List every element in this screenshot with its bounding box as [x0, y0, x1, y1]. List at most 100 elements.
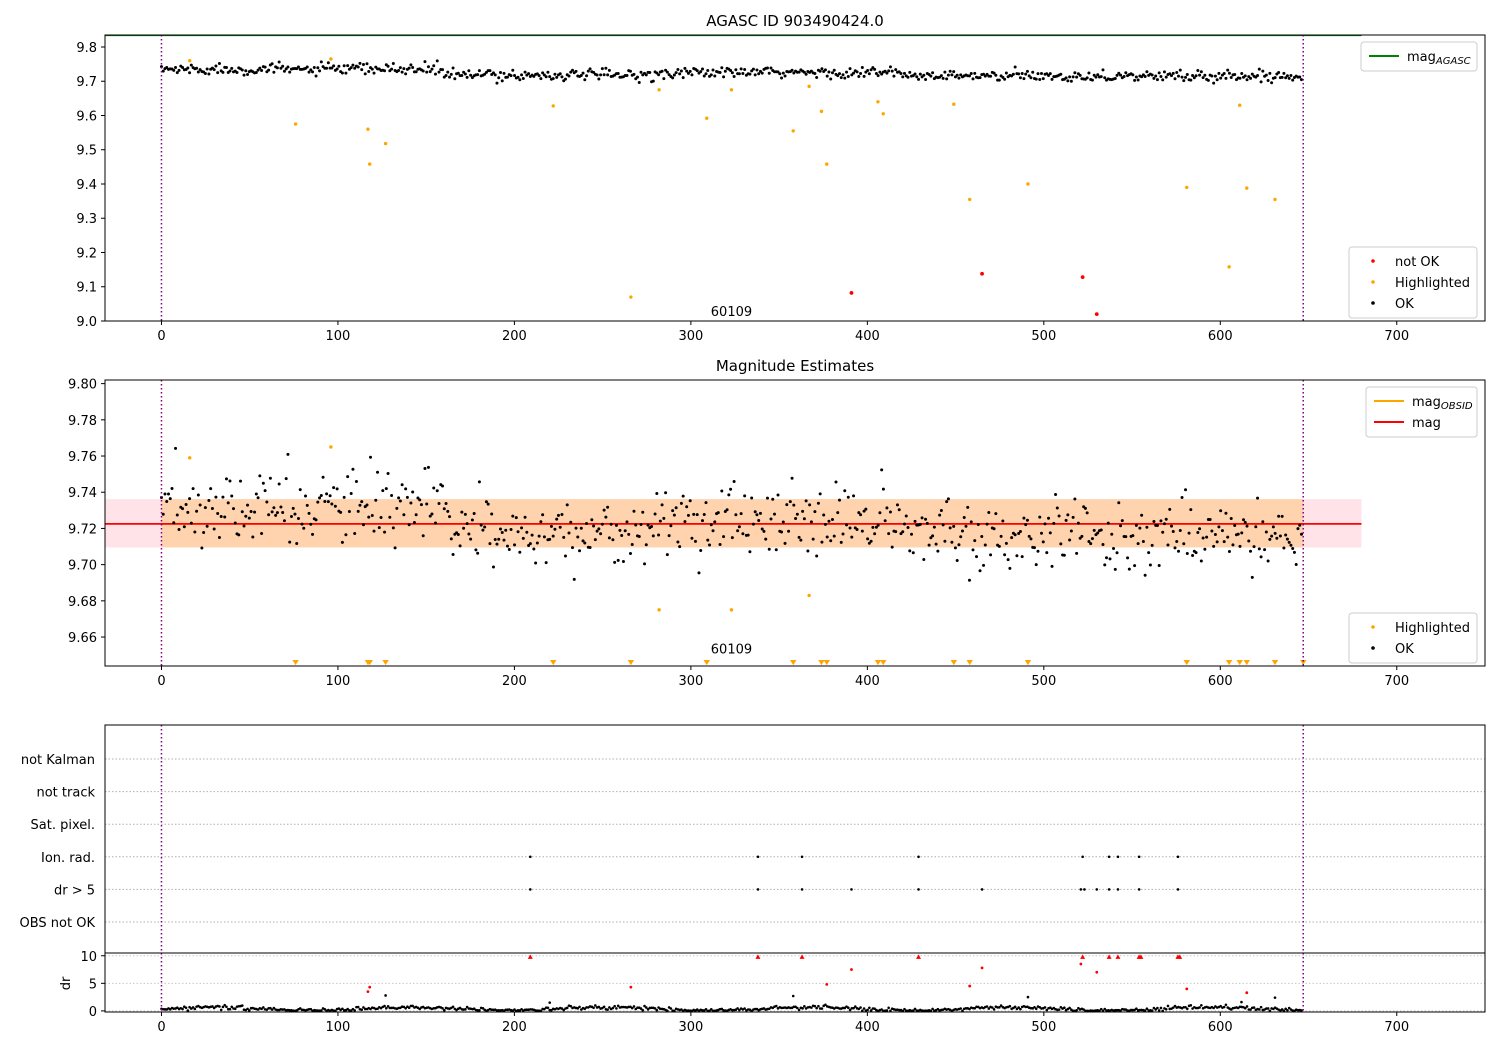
- ok-point: [978, 76, 982, 80]
- highlighted-point: [705, 116, 709, 120]
- ok-point: [708, 543, 712, 547]
- ok-point: [1018, 76, 1022, 80]
- ok-point: [857, 75, 861, 79]
- ok-point: [1182, 542, 1186, 546]
- ok-point: [325, 492, 329, 496]
- ok-point: [957, 76, 961, 80]
- ok-point: [820, 540, 824, 544]
- ok-point: [583, 541, 587, 545]
- ok-point: [628, 69, 632, 73]
- ok-point: [910, 532, 914, 536]
- ok-point: [1226, 68, 1230, 72]
- ok-point: [460, 73, 464, 77]
- ok-point: [1110, 532, 1114, 536]
- ok-point: [1050, 77, 1054, 81]
- dr-point: [639, 1007, 643, 1010]
- ok-point: [1198, 73, 1202, 77]
- ok-point: [1185, 72, 1189, 76]
- ok-point: [172, 68, 176, 72]
- ok-point: [309, 522, 313, 526]
- axes-frame: [104, 379, 1486, 667]
- flag-point: [1137, 888, 1141, 891]
- dr-point: [843, 1006, 847, 1010]
- ok-point: [1143, 573, 1147, 577]
- ok-point: [186, 510, 190, 514]
- ok-point: [1229, 517, 1233, 521]
- highlight-marker: [823, 659, 830, 666]
- ok-point: [762, 529, 766, 533]
- ok-point: [982, 563, 986, 567]
- ok-point: [681, 494, 685, 498]
- ok-point: [484, 500, 488, 504]
- ok-point: [1159, 75, 1163, 79]
- ok-point: [1294, 563, 1298, 567]
- ok-point: [1203, 73, 1207, 77]
- ok-point: [409, 63, 413, 67]
- dr-point: [1185, 1007, 1189, 1011]
- ok-point: [1133, 78, 1137, 82]
- ok-point: [277, 482, 281, 486]
- ok-point: [586, 69, 590, 73]
- ok-point: [1264, 73, 1268, 77]
- ok-point: [767, 547, 771, 551]
- ok-point: [711, 68, 715, 72]
- ok-point: [1166, 543, 1170, 547]
- dr-point: [987, 1007, 991, 1010]
- ok-point: [606, 505, 610, 509]
- ok-point: [818, 492, 822, 496]
- ok-point: [1048, 531, 1052, 535]
- ok-point: [1236, 532, 1240, 536]
- y-tick-label: 9.7: [76, 75, 97, 90]
- ok-point: [741, 71, 745, 75]
- ok-point: [662, 77, 666, 81]
- ok-point: [223, 515, 227, 519]
- ok-point: [284, 477, 288, 481]
- flag-category-label: OBS not OK: [20, 916, 96, 931]
- flag-point: [980, 888, 984, 891]
- ok-point: [876, 523, 880, 527]
- ok-point: [706, 538, 710, 542]
- x-tick-label: 200: [502, 1020, 527, 1035]
- not-ok-point: [1080, 275, 1085, 280]
- ok-point: [354, 480, 358, 484]
- ok-point: [927, 543, 931, 547]
- ok-point: [1208, 517, 1212, 521]
- flag-point: [1107, 855, 1111, 859]
- ok-point: [423, 60, 427, 64]
- ok-point: [509, 74, 513, 78]
- ok-point: [491, 565, 495, 569]
- ok-point: [469, 73, 473, 77]
- ok-point: [219, 514, 223, 518]
- ok-point: [646, 523, 650, 527]
- ok-point: [614, 523, 618, 527]
- ok-point: [866, 69, 870, 73]
- ok-point: [1119, 524, 1123, 528]
- ok-point: [987, 510, 991, 514]
- ok-point: [277, 60, 281, 64]
- dr-point: [1280, 1008, 1284, 1011]
- ok-point: [948, 526, 952, 530]
- ok-point: [783, 541, 787, 545]
- ok-point: [365, 62, 369, 66]
- ok-point: [309, 68, 313, 72]
- y-tick-label: 9.78: [68, 414, 97, 429]
- ok-point: [1017, 532, 1021, 536]
- ok-point: [1124, 71, 1128, 75]
- ok-point: [574, 526, 578, 530]
- ok-point: [734, 513, 738, 517]
- ok-point: [834, 480, 838, 484]
- dr-point: [418, 1007, 421, 1011]
- ok-point: [804, 499, 808, 503]
- ok-point: [618, 528, 622, 532]
- ok-point: [267, 68, 271, 72]
- ok-point: [1071, 75, 1075, 79]
- ok-point: [811, 537, 815, 541]
- ok-point: [983, 543, 987, 547]
- legend-status: [1348, 612, 1478, 664]
- ok-point: [699, 548, 703, 552]
- ok-point: [1199, 559, 1203, 563]
- ok-point: [852, 494, 856, 498]
- ok-point: [305, 503, 309, 507]
- ok-point: [866, 537, 870, 541]
- ok-point: [746, 533, 750, 537]
